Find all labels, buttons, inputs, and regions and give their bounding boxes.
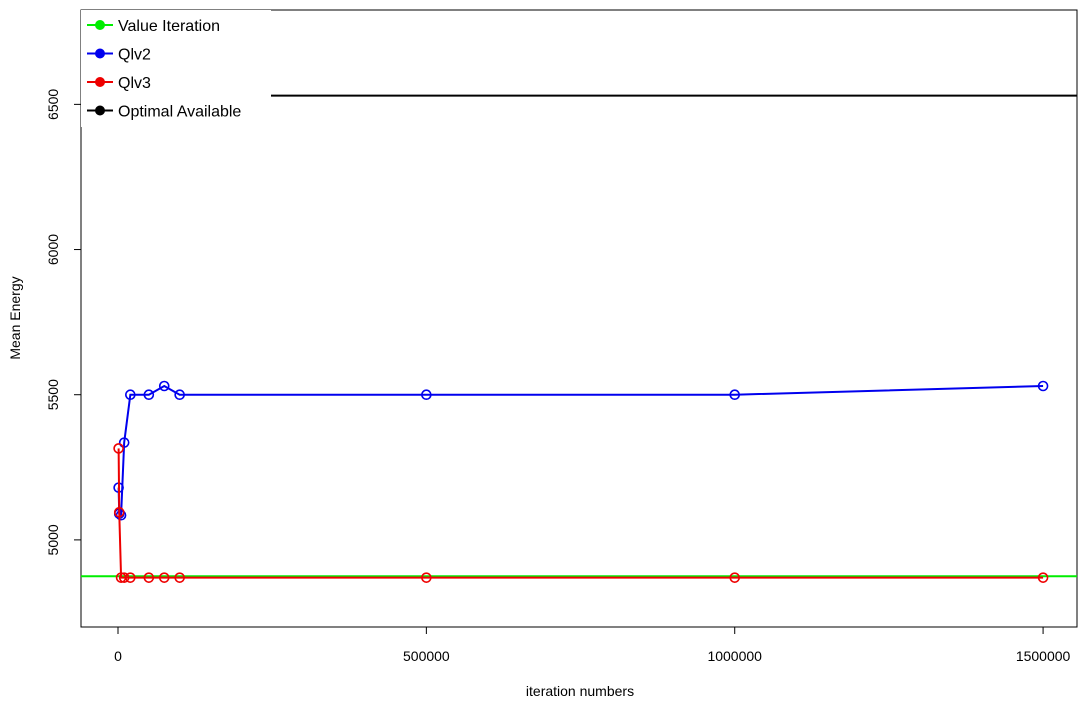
qlv3-point xyxy=(118,572,130,583)
qlv2-point xyxy=(125,389,136,401)
qlv3-point xyxy=(113,507,125,518)
qlv2-point xyxy=(421,389,432,401)
legend: Value Iteration Qlv2 Qlv3 Optimal Available xyxy=(81,10,271,127)
legend-marker xyxy=(95,20,105,30)
qlv3-point xyxy=(125,572,136,583)
x-tick-label: 0 xyxy=(114,648,122,664)
x-tick-label: 500000 xyxy=(403,648,450,664)
qlv3-series xyxy=(113,443,1049,583)
legend-marker xyxy=(95,77,105,87)
plot-frame xyxy=(80,9,1078,628)
qlv2-point xyxy=(158,380,170,392)
y-tick-label: 5000 xyxy=(45,524,61,555)
x-axis: 0 500000 1000000 1500000 xyxy=(114,627,1071,664)
legend-label: Qlv3 xyxy=(118,75,151,92)
legend-marker xyxy=(95,105,105,116)
qlv2-series xyxy=(113,380,1049,521)
y-tick-label: 6500 xyxy=(45,89,61,120)
legend-label: Value Iteration xyxy=(118,18,220,35)
plot-border xyxy=(80,9,1078,628)
qlv3-point xyxy=(158,572,170,583)
qlv2-point xyxy=(143,389,155,401)
series-layer xyxy=(113,380,1049,583)
y-axis: 5000 5500 6000 6500 xyxy=(45,89,81,555)
legend-box xyxy=(81,10,271,127)
qlv3-point xyxy=(1037,572,1049,583)
legend-label: Optimal Available xyxy=(118,104,241,121)
qlv3-point xyxy=(174,572,185,583)
legend-marker xyxy=(95,48,105,59)
qlv2-point xyxy=(1037,380,1049,392)
qlv2-point xyxy=(729,389,741,401)
legend-label: Qlv2 xyxy=(118,47,151,64)
x-tick-label: 1000000 xyxy=(707,648,762,664)
qlv3-point xyxy=(143,572,155,583)
qlv2-point xyxy=(118,437,130,448)
x-tick-label: 1500000 xyxy=(1016,648,1071,664)
qlv3-point xyxy=(421,572,432,583)
qlv3-point xyxy=(113,443,124,454)
reference-lines xyxy=(81,94,1077,578)
x-axis-title: iteration numbers xyxy=(526,683,634,699)
y-tick-label: 6000 xyxy=(45,234,61,265)
qlv3-line xyxy=(117,448,1044,579)
y-tick-label: 5500 xyxy=(45,379,61,410)
qlv2-line xyxy=(117,384,1044,518)
qlv2-point xyxy=(174,389,185,401)
qlv3-point xyxy=(729,572,741,583)
y-axis-title: Mean Energy xyxy=(7,276,23,359)
